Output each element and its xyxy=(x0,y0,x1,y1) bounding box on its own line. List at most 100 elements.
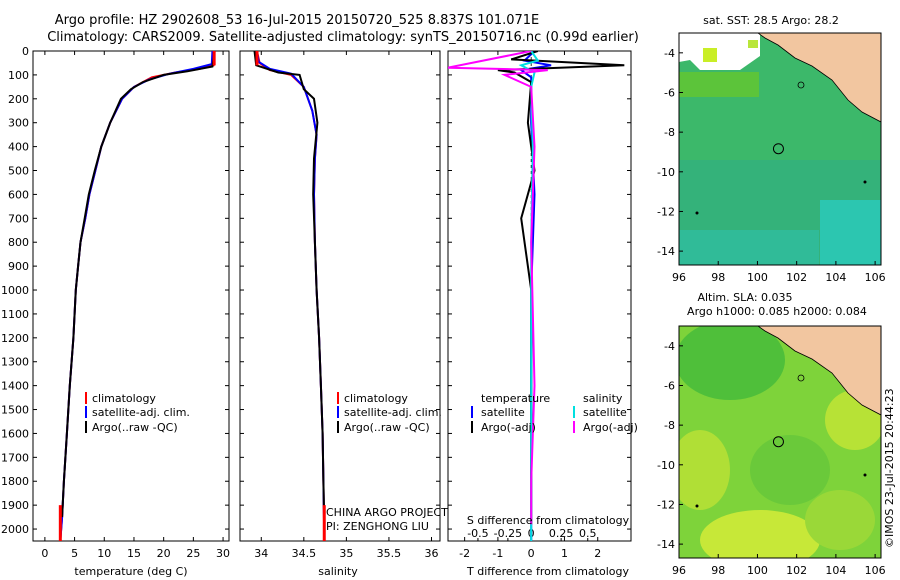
x-tick-label: 35.5 xyxy=(377,547,402,560)
map-x-tick-label: 102 xyxy=(786,564,807,577)
title-line-2: Climatology: CARS2009. Satellite-adjuste… xyxy=(47,30,639,45)
map-y-tick-label: -4 xyxy=(664,47,675,60)
s-tick-label: -0.25 xyxy=(494,527,522,540)
series-line-argo xyxy=(253,51,326,525)
s-difference-label: S difference from climatology xyxy=(467,514,630,527)
legend-header-salinity: salinity xyxy=(583,392,623,405)
x-tick-label: 0 xyxy=(41,547,48,560)
legend-label-satellite: satellite-adj. clim. xyxy=(92,406,190,419)
salinity-axes-box xyxy=(239,50,441,542)
sst-warm-pixel xyxy=(748,40,758,48)
map-y-tick-label: -6 xyxy=(664,379,675,392)
s-tick-label: 0.5 xyxy=(579,527,597,540)
island-dot xyxy=(863,473,867,477)
y-tick-label: 1500 xyxy=(1,404,29,417)
sla-map-frame xyxy=(678,325,882,559)
x-tick-label: 1 xyxy=(561,547,568,560)
x-tick-label: 20 xyxy=(157,547,171,560)
salinity-xlabel: salinity xyxy=(318,565,358,578)
x-tick-label: 15 xyxy=(127,547,141,560)
y-tick-label: 1200 xyxy=(1,332,29,345)
map-x-tick-label: 96 xyxy=(672,271,686,284)
y-tick-label: 100 xyxy=(8,69,29,82)
map-y-tick-label: -8 xyxy=(664,419,675,432)
sst-warm-pixel xyxy=(703,48,717,62)
y-tick-label: 2000 xyxy=(1,523,29,536)
s-tick-label: 0.25 xyxy=(549,527,574,540)
temperature-xlabel: temperature (deg C) xyxy=(74,565,187,578)
legend-label-satellite: satellite-adj. clim. xyxy=(344,406,442,419)
salinity-legend: climatology satellite-adj. clim. Argo(..… xyxy=(337,392,442,434)
sst-field-cool-south xyxy=(679,230,819,265)
sst-field-cool-patch xyxy=(820,200,881,265)
map-x-tick-label: 106 xyxy=(865,564,886,577)
x-tick-label: 25 xyxy=(186,547,200,560)
y-tick-label: 1800 xyxy=(1,475,29,488)
map-y-tick-label: -10 xyxy=(657,459,675,472)
temperature-panel: 0100200300400500600700800900100011001200… xyxy=(1,45,230,578)
sla-high-anomaly xyxy=(679,430,730,510)
map-x-tick-label: 96 xyxy=(672,564,686,577)
project-annotation: CHINA ARGO PROJECT xyxy=(326,506,448,519)
legend-label-s-argo: Argo(-adj) xyxy=(583,421,638,434)
legend-header-temperature: temperature xyxy=(481,392,550,405)
sla-low-anomaly xyxy=(679,326,785,400)
sla-high-anomaly xyxy=(805,490,875,550)
x-tick-label: 36 xyxy=(424,547,438,560)
legend-label-climatology: climatology xyxy=(92,392,156,405)
map-y-tick-label: -14 xyxy=(657,245,675,258)
x-tick-label: 5 xyxy=(71,547,78,560)
y-tick-label: 1100 xyxy=(1,308,29,321)
map-x-tick-label: 98 xyxy=(711,564,725,577)
argo-position-marker xyxy=(772,436,784,448)
map-y-tick-label: -12 xyxy=(657,205,675,218)
map-y-tick-label: -14 xyxy=(657,538,675,551)
temperature-legend: climatology satellite-adj. clim. Argo(..… xyxy=(85,392,190,434)
series-line-s-argo xyxy=(448,51,548,525)
y-tick-label: 1600 xyxy=(1,427,29,440)
s-tick-label: -0.5 xyxy=(467,527,488,540)
x-tick-label: 34 xyxy=(254,547,268,560)
legend-label-t-argo: Argo(-adj) xyxy=(481,421,536,434)
salinity-panel: 34 34.5 35 35.5 36 salinity climatology sate… xyxy=(239,50,448,578)
legend-label-s-satellite: satellite xyxy=(583,406,627,419)
x-tick-label: 0 xyxy=(528,547,535,560)
y-tick-label: 1300 xyxy=(1,356,29,369)
y-tick-label: 0 xyxy=(22,45,29,58)
y-tick-label: 1000 xyxy=(1,284,29,297)
difference-legend: temperature salinity satellite Argo(-adj… xyxy=(471,392,638,434)
sla-map: Altim. SLA: 0.035 Argo h1000: 0.085 h200… xyxy=(657,291,886,577)
series-line-argo xyxy=(61,51,216,518)
legend-label-climatology: climatology xyxy=(344,392,408,405)
y-tick-label: 800 xyxy=(8,236,29,249)
imos-timestamp: ©IMOS 23-Jul-2015 20:44:23 xyxy=(883,388,896,548)
y-tick-label: 200 xyxy=(8,93,29,106)
pi-annotation: PI: ZENGHONG LIU xyxy=(326,520,429,533)
x-tick-label: 35 xyxy=(339,547,353,560)
argo-position-marker xyxy=(772,143,784,155)
map-x-tick-label: 106 xyxy=(865,271,886,284)
temperature-axes-box xyxy=(32,50,230,542)
sumatra-java-land xyxy=(757,326,881,416)
y-tick-label: 300 xyxy=(8,117,29,130)
island-outline xyxy=(797,374,805,382)
map-y-tick-label: -8 xyxy=(664,126,675,139)
map-y-tick-label: -10 xyxy=(657,166,675,179)
y-tick-label: 600 xyxy=(8,188,29,201)
y-tick-label: 400 xyxy=(8,141,29,154)
x-tick-label: 34.5 xyxy=(292,547,317,560)
legend-label-argo: Argo(..raw -QC) xyxy=(92,421,178,434)
x-tick-label: 10 xyxy=(97,547,111,560)
map-y-tick-label: -12 xyxy=(657,498,675,511)
map-y-tick-label: -6 xyxy=(664,86,675,99)
y-tick-label: 900 xyxy=(8,260,29,273)
sla-low-anomaly xyxy=(750,435,830,505)
y-tick-label: 500 xyxy=(8,165,29,178)
map-y-tick-label: -4 xyxy=(664,340,675,353)
y-tick-label: 1900 xyxy=(1,499,29,512)
sla-map-title-2: Argo h1000: 0.085 h2000: 0.084 xyxy=(687,305,867,318)
map-x-tick-label: 100 xyxy=(747,564,768,577)
title-line-1: Argo profile: HZ 2902608_53 16-Jul-2015 … xyxy=(55,13,540,28)
sst-map: sat. SST: 28.5 Argo: 28.2 96 98 100 102 104 1… xyxy=(657,14,886,284)
